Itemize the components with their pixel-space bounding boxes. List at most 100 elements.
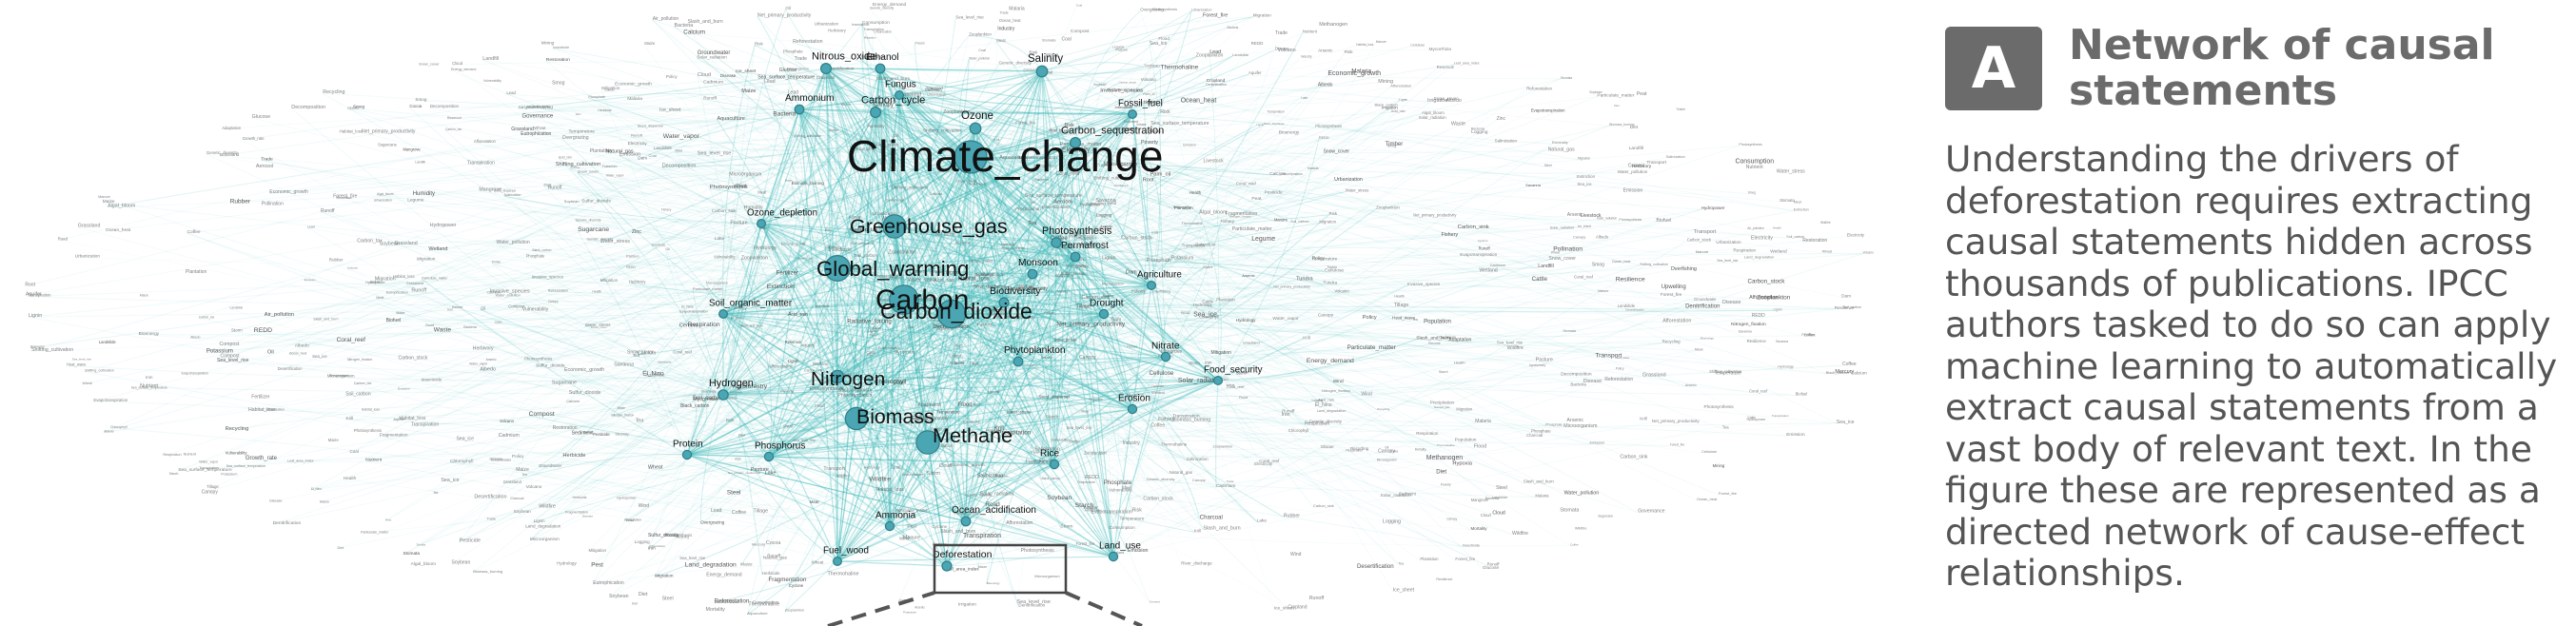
causal-edge	[995, 142, 1076, 319]
causal-edge	[836, 376, 967, 522]
minor-node-label: Timber	[492, 261, 502, 264]
causal-edge	[739, 299, 905, 566]
causal-edge	[711, 511, 1114, 558]
minor-node-label: Emission	[1590, 440, 1605, 445]
minor-node-label: Timber	[1386, 141, 1404, 147]
minor-node-label: Temperature	[1311, 257, 1337, 263]
causal-edge	[970, 56, 1197, 158]
causal-edge	[1038, 242, 1057, 463]
causal-edge	[1017, 284, 1152, 362]
minor-node-label: Maize	[741, 88, 756, 94]
causal-edge	[534, 128, 1105, 315]
minor-node-label: Sea_surface_temperature	[1025, 193, 1082, 199]
minor-node-label: Soil_carbon	[1843, 305, 1861, 309]
minor-node-label: REDD	[1251, 41, 1265, 46]
causal-edge	[525, 462, 1055, 489]
minor-node-label: Sea_level_rise	[955, 15, 984, 20]
causal-edge	[970, 156, 1061, 528]
minor-node-label: Lead	[1209, 49, 1221, 55]
minor-node-label: Solar_radiation	[1597, 216, 1618, 220]
causal-edge	[699, 394, 724, 524]
causal-edge	[879, 68, 1019, 362]
causal-edge	[768, 280, 1297, 458]
minor-node-label: Krill	[1194, 528, 1201, 533]
causal-edge	[951, 313, 1546, 426]
causal-edge	[1053, 452, 1391, 465]
minor-node-label: Arsenic	[1318, 49, 1333, 53]
minor-node-label: Evapotranspiration	[1019, 155, 1057, 161]
causal-edge	[652, 19, 1055, 465]
causal-edge	[679, 312, 1133, 410]
causal-edge	[521, 116, 895, 227]
minor-node-label: Zooplankton	[1757, 295, 1791, 302]
causal-edge	[798, 108, 838, 562]
minor-node-label: Ice_sheet	[1274, 605, 1295, 611]
minor-node-label: Grassland	[816, 75, 836, 80]
causal-edge	[965, 127, 976, 522]
minor-node-label: Habitat_loss	[875, 487, 904, 493]
causal-edge	[1120, 113, 1135, 240]
node-ammonium	[794, 104, 805, 115]
minor-node-label: Cloud	[1481, 513, 1492, 518]
minor-node-label: Acid_rain	[559, 155, 572, 159]
minor-node-label: Smog	[415, 97, 426, 102]
causal-edge	[1041, 70, 1094, 180]
minor-node-label: Microorganism	[1563, 423, 1598, 429]
causal-edge	[506, 93, 972, 158]
causal-edge	[1017, 361, 1284, 518]
minor-node-label: Land_degradation	[525, 523, 560, 528]
minor-node-label: Mercury	[927, 376, 937, 380]
minor-node-label: Sea_ice	[1578, 182, 1593, 186]
minor-node-label: Mangrove	[479, 187, 501, 193]
minor-node-label: Palm_oil	[1143, 92, 1155, 96]
causal-edge	[722, 28, 1228, 396]
minor-node-label: Tea	[522, 473, 527, 477]
causal-edge	[825, 68, 1152, 286]
causal-edge	[974, 127, 1061, 528]
causal-edge	[648, 156, 1033, 275]
causal-edge	[768, 111, 1391, 458]
minor-node-label: Desertification	[1357, 563, 1394, 570]
causal-edge	[686, 400, 698, 456]
causal-edge	[827, 156, 972, 576]
causal-edge	[686, 376, 838, 456]
node-greenhouse-gas	[882, 214, 907, 239]
causal-edge	[836, 125, 1610, 269]
minor-node-label: Livestock	[1204, 158, 1225, 164]
causal-edge	[451, 64, 857, 420]
causal-edge	[253, 331, 724, 396]
minor-node-label: Seed_dispersal	[638, 124, 663, 128]
minor-node-label: Soil_carbon	[854, 253, 877, 258]
minor-node-label: Hypoxia	[1089, 397, 1103, 401]
causal-edge	[1217, 284, 1408, 381]
minor-node-label: Soybean	[849, 216, 862, 220]
minor-node-label: Urbanization	[75, 254, 101, 259]
minor-node-label: Industry	[997, 26, 1015, 31]
minor-node-label: Genetic_diversity	[1006, 286, 1049, 292]
minor-node-label: Agroforestry	[733, 383, 768, 390]
minor-node-label: Herbicide	[762, 571, 780, 576]
minor-node-label: Lead	[506, 90, 516, 95]
minor-node-label: Electricity	[1062, 147, 1091, 154]
minor-node-label: Logging	[635, 539, 651, 544]
causal-edge	[686, 313, 1105, 456]
causal-edge	[927, 100, 1400, 443]
minor-node-label: Lignin	[1399, 98, 1407, 102]
causal-edge	[798, 108, 1127, 397]
causal-edge	[551, 361, 1019, 384]
minor-node-label: Wildfire	[1507, 345, 1524, 351]
causal-edge	[265, 410, 770, 458]
minor-node-label: Recycling	[323, 89, 344, 95]
minor-node-label: Maize	[644, 41, 656, 46]
minor-node-label: Soybean	[380, 242, 400, 247]
causal-edge	[898, 94, 1033, 275]
causal-edge	[700, 418, 857, 524]
causal-edge	[768, 417, 1173, 458]
causal-edge	[903, 299, 1493, 516]
minor-node-label: Poverty	[1141, 140, 1158, 146]
minor-node-label: Bacteria	[1485, 496, 1500, 500]
causal-edge	[425, 70, 1043, 327]
causal-edge	[444, 129, 770, 458]
minor-node-label: Biomass_burning	[473, 569, 502, 574]
causal-edge	[970, 156, 1685, 387]
